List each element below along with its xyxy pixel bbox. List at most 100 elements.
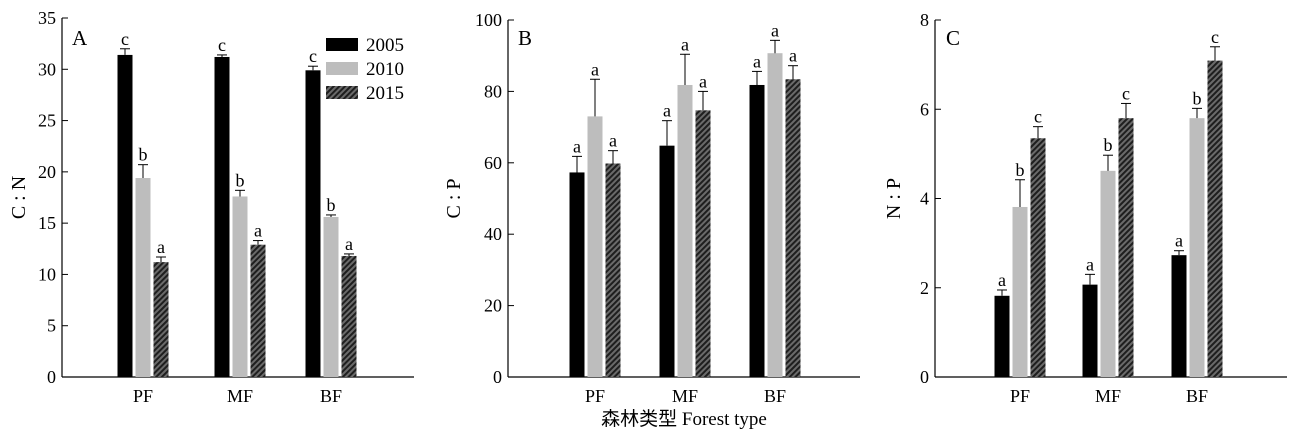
panel-a-y-tick-label: 15: [38, 213, 56, 233]
panel-a-y-tick-label: 0: [47, 367, 56, 387]
panel-a-y-tick-label: 5: [47, 316, 56, 336]
panel-b-bar-2005-mf: [659, 145, 675, 377]
panel-c-significance-letter: b: [1193, 88, 1202, 108]
panel-a-y-tick-label: 30: [38, 59, 56, 79]
panel-b-significance-letter: a: [573, 136, 581, 156]
panel-c-bar-2015-pf: [1030, 138, 1046, 377]
panel-b-x-tick-label: PF: [585, 386, 605, 406]
panel-a-significance-letter: c: [309, 46, 317, 66]
panel-c-significance-letter: a: [998, 270, 1006, 290]
panel-c-x-tick-label: MF: [1095, 386, 1121, 406]
panel-b-bar-2010-pf: [587, 116, 603, 377]
panel-c-bar-2005-pf: [994, 295, 1010, 377]
panel-c-y-axis-title: N : P: [883, 178, 905, 219]
panel-a-significance-letter: b: [236, 170, 245, 190]
panel-b-y-axis-title: C : P: [443, 178, 465, 218]
figure-x-axis-title: 森林类型 Forest type: [601, 408, 767, 430]
panel-c-bar-2015-mf: [1118, 118, 1134, 378]
panel-b-x-tick-label: MF: [672, 386, 698, 406]
panel-b-significance-letter: a: [789, 46, 797, 66]
panel-c-bar-2015-bf: [1207, 60, 1223, 377]
panel-b-bar-2005-pf: [569, 172, 585, 377]
panel-a-significance-letter: b: [327, 195, 336, 215]
panel-b-bar-2015-mf: [695, 110, 711, 378]
legend-swatch-2010: [326, 62, 358, 75]
panel-b-bar-2015-bf: [785, 79, 801, 378]
panel-c-significance-letter: a: [1086, 254, 1094, 274]
panel-c-bar-2005-bf: [1171, 255, 1187, 377]
panel-c-y-tick-label: 0: [920, 367, 929, 387]
panel-a-y-tick-label: 10: [38, 264, 56, 284]
panel-b-significance-letter: a: [699, 71, 707, 91]
panel-a-x-tick-label: BF: [320, 386, 342, 406]
panel-c-significance-letter: b: [1104, 135, 1113, 155]
panel-a-significance-letter: a: [157, 237, 165, 257]
panel-a-bar-2010-mf: [232, 196, 248, 377]
legend-swatch-2015: [326, 86, 358, 99]
panel-c-y-tick-label: 6: [920, 99, 929, 119]
panel-c-y-tick-label: 8: [920, 10, 929, 30]
panel-c-significance-letter: c: [1211, 27, 1219, 47]
panel-a-y-tick-label: 35: [38, 8, 56, 28]
panel-c-x-tick-label: PF: [1010, 386, 1030, 406]
panel-a-bar-2015-pf: [153, 262, 169, 377]
panel-c-significance-letter: b: [1016, 160, 1025, 180]
panel-a-y-tick-label: 25: [38, 111, 56, 131]
panel-b-y-tick-label: 20: [484, 296, 502, 316]
panel-a-bar-2005-bf: [305, 70, 321, 377]
panel-c-bar-2005-mf: [1082, 284, 1098, 377]
panel-b-bar-2010-mf: [677, 84, 693, 377]
panel-a-bar-2010-bf: [323, 216, 339, 377]
panel-b-significance-letter: a: [753, 51, 761, 71]
panel-b-significance-letter: a: [681, 34, 689, 54]
panel-a-significance-letter: b: [139, 145, 148, 165]
panel-a-significance-letter: a: [345, 234, 353, 254]
legend-label-2010: 2010: [366, 59, 404, 80]
legend-label-2015: 2015: [366, 83, 404, 104]
panel-b-significance-letter: a: [609, 131, 617, 151]
panel-c: 0 2 4 6 8 N : P C PF MF BF a a a b b b c c c: [883, 10, 1287, 406]
panel-a-x-tick-label: PF: [133, 386, 153, 406]
panel-c-letter: C: [946, 26, 960, 50]
panel-b-bar-2005-bf: [749, 84, 765, 377]
panel-c-bar-2010-bf: [1189, 118, 1205, 378]
panel-a-bar-2005-mf: [214, 56, 230, 377]
panel-a-bar-2010-pf: [135, 178, 151, 377]
panel-b-y-tick-label: 80: [484, 81, 502, 101]
panel-a-y-tick-label: 20: [38, 162, 56, 182]
legend-label-2005: 2005: [366, 35, 404, 56]
panel-b-x-tick-label: BF: [764, 386, 786, 406]
legend: 2005 2010 2015: [326, 35, 404, 104]
panel-c-bar-2010-pf: [1012, 206, 1028, 377]
panel-b-significance-letter: a: [663, 101, 671, 121]
legend-swatch-2005: [326, 38, 358, 51]
panel-b-y-tick-label: 0: [493, 367, 502, 387]
panel-b-y-tick-label: 40: [484, 224, 502, 244]
panel-a-bar-2005-pf: [117, 54, 133, 377]
panel-c-y-tick-label: 4: [920, 189, 929, 209]
panel-c-x-tick-label: BF: [1186, 386, 1208, 406]
panel-b-y-tick-label: 100: [475, 10, 502, 30]
panel-a-bar-2015-mf: [250, 244, 266, 377]
panel-c-significance-letter: a: [1175, 231, 1183, 251]
panel-b-bar-2010-bf: [767, 53, 783, 378]
panel-b-significance-letter: a: [591, 59, 599, 79]
panel-c-significance-letter: c: [1122, 83, 1130, 103]
panel-b-y-tick-label: 60: [484, 153, 502, 173]
panel-b-significance-letter: a: [771, 20, 779, 40]
panel-c-significance-letter: c: [1034, 107, 1042, 127]
panel-a-significance-letter: c: [218, 35, 226, 55]
panel-a-significance-letter: c: [121, 29, 129, 49]
panel-a-letter: A: [72, 26, 88, 50]
panel-a-bar-2015-bf: [341, 255, 357, 377]
panel-a-y-axis-title: C : N: [8, 176, 30, 219]
panel-b-letter: B: [518, 26, 532, 50]
panel-c-bar-2010-mf: [1100, 170, 1116, 377]
panel-b-bar-2015-pf: [605, 163, 621, 377]
panel-a-significance-letter: a: [254, 221, 262, 241]
panel-a-x-tick-label: MF: [227, 386, 253, 406]
panel-c-y-tick-label: 2: [920, 278, 929, 298]
